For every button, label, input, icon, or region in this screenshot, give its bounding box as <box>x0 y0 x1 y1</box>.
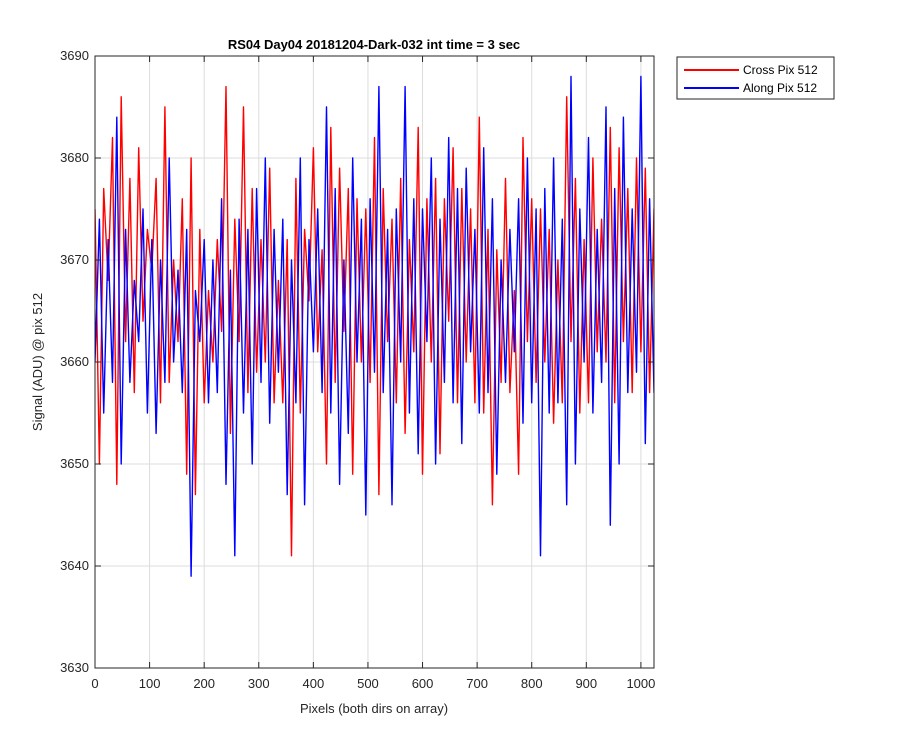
x-tick-label: 700 <box>466 676 488 691</box>
y-tick-label: 3680 <box>60 150 89 165</box>
y-tick-label: 3660 <box>60 354 89 369</box>
y-tick-label: 3690 <box>60 48 89 63</box>
x-tick-label: 300 <box>248 676 270 691</box>
x-tick-label: 100 <box>139 676 161 691</box>
axis-ticks <box>94 55 654 669</box>
legend-box <box>676 56 835 100</box>
series-layer <box>95 75 654 577</box>
series-line-along-pix-512 <box>95 75 654 577</box>
x-tick-label: 800 <box>521 676 543 691</box>
x-tick-label: 0 <box>91 676 98 691</box>
y-tick-label: 3650 <box>60 456 89 471</box>
x-tick-label: 400 <box>303 676 325 691</box>
legend-label-along: Along Pix 512 <box>743 81 817 95</box>
y-tick-label: 3630 <box>60 660 89 675</box>
y-tick-label: 3670 <box>60 252 89 267</box>
x-tick-label: 900 <box>575 676 597 691</box>
y-tick-label: 3640 <box>60 558 89 573</box>
x-tick-label: 1000 <box>626 676 655 691</box>
x-axis-label: Pixels (both dirs on array) <box>300 701 448 716</box>
legend-label-cross: Cross Pix 512 <box>743 63 818 77</box>
y-axis-label: Signal (ADU) @ pix 512 <box>30 293 45 431</box>
x-tick-label: 600 <box>412 676 434 691</box>
x-tick-label: 200 <box>193 676 215 691</box>
tick-labels: 0 100 200 300 400 500 600 700 800 900 1000 3630 3640… <box>60 48 655 691</box>
legend: Cross Pix 512 Along Pix 512 <box>676 56 835 100</box>
x-tick-label: 500 <box>357 676 379 691</box>
chart-title: RS04 Day04 20181204-Dark-032 int time = … <box>228 37 520 52</box>
